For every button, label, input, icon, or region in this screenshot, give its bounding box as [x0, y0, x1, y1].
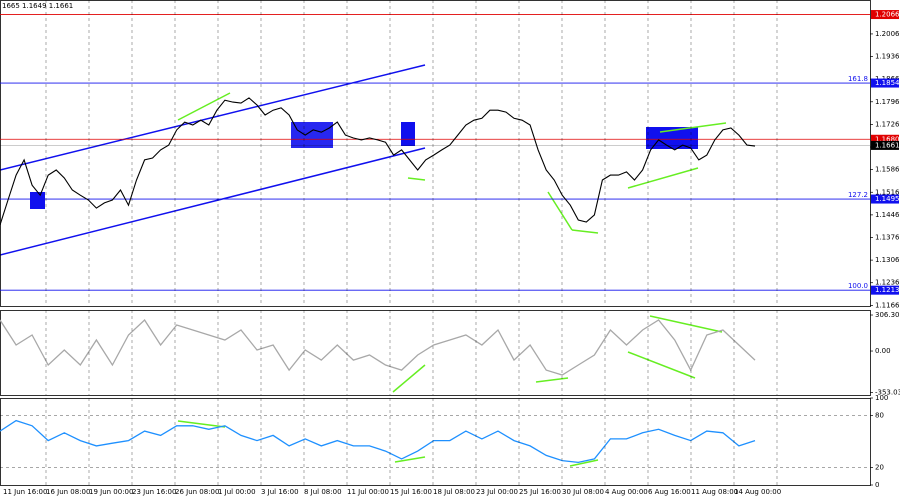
y-tick-label: 20 [875, 464, 884, 472]
level-tag [871, 78, 899, 88]
level-tag [871, 140, 899, 150]
level-tag [871, 194, 899, 204]
price-line [0, 97, 756, 226]
level-label: 1.1495 [875, 195, 900, 203]
y-tick-label: 1.1446 [875, 211, 900, 219]
x-tick-label: 25 Jul 16:00 [519, 488, 561, 496]
y-tick-label: 1.1516 [875, 188, 900, 196]
y-tick-label: 0.00 [875, 347, 891, 355]
indicator-line [0, 318, 756, 376]
x-tick-label: 23 Jun 16:00 [132, 488, 176, 496]
x-tick-label: 26 Jun 08:00 [175, 488, 219, 496]
x-tick-label: 30 Jul 08:00 [562, 488, 604, 496]
x-tick-label: 11 Aug 08:00 [691, 488, 738, 496]
level-label: 1.1661 [875, 141, 900, 149]
y-tick-label: 1.1166 [875, 301, 900, 309]
y-tick-label: 1.1586 [875, 166, 900, 174]
x-tick-label: 11 Jun 16:00 [3, 488, 47, 496]
level-name: 161.8 [848, 75, 868, 83]
chart-title: 1665 1.1649 1.1661 [2, 2, 73, 10]
y-tick-label: 0 [875, 481, 879, 489]
x-tick-label: 14 Aug 00:00 [734, 488, 781, 496]
level-label: 1.1854 [875, 79, 900, 87]
x-tick-label: 4 Aug 00:00 [605, 488, 648, 496]
y-tick-label: 1.1376 [875, 233, 900, 241]
y-tick-label: 1.1936 [875, 53, 900, 61]
x-tick-label: 8 Jul 08:00 [304, 488, 342, 496]
x-tick-label: 23 Jul 00:00 [476, 488, 518, 496]
indicator-line [0, 419, 756, 464]
x-tick-label: 15 Jul 16:00 [390, 488, 432, 496]
y-tick-label: 1.1236 [875, 279, 900, 287]
y-tick-label: 1.2006 [875, 30, 900, 38]
y-tick-label: 100 [875, 394, 888, 402]
x-tick-label: 3 Jul 16:00 [261, 488, 299, 496]
level-name: 100.0 [848, 282, 868, 290]
level-tag [871, 285, 899, 295]
x-tick-label: 18 Jul 08:00 [433, 488, 475, 496]
level-label: 1.1213 [875, 286, 900, 294]
y-tick-label: -353.035 [875, 389, 900, 397]
y-tick-label: 1.1726 [875, 120, 900, 128]
drawings [0, 64, 727, 467]
x-tick-label: 1 Jul 00:00 [218, 488, 256, 496]
y-tick-label: 1.1306 [875, 256, 900, 264]
level-name: 127.2 [848, 191, 868, 199]
level-label: 1.1680 [875, 135, 900, 143]
x-tick-label: 6 Aug 16:00 [648, 488, 691, 496]
level-tag [871, 134, 899, 144]
pane-frames [0, 0, 871, 486]
level-tag [871, 10, 899, 20]
x-tick-label: 16 Jun 08:00 [46, 488, 90, 496]
x-tick-label: 11 Jul 00:00 [347, 488, 389, 496]
x-tick-label: 19 Jun 00:00 [89, 488, 133, 496]
level-label: 1.2066 [875, 11, 900, 19]
y-tick-label: 1.1796 [875, 98, 900, 106]
y-tick-label: 306.3051 [875, 311, 900, 319]
y-tick-label: 80 [875, 411, 884, 419]
